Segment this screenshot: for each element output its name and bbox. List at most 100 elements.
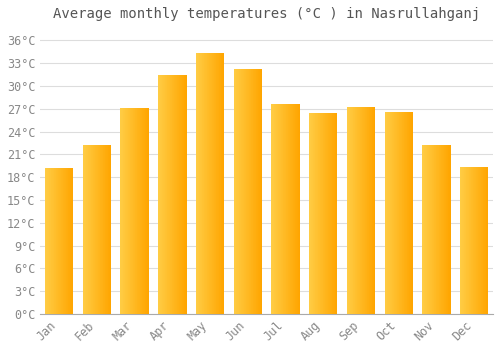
Bar [311, 113, 312, 314]
Bar [360, 107, 361, 314]
Bar [298, 104, 299, 314]
Bar [101, 145, 102, 314]
Bar [164, 75, 166, 314]
Bar [252, 69, 253, 314]
Bar [210, 53, 211, 314]
Bar [368, 107, 369, 314]
Bar [56, 168, 57, 314]
Bar [146, 108, 148, 314]
Bar [198, 53, 199, 314]
Bar [391, 112, 392, 314]
Bar [405, 112, 406, 314]
Bar [334, 113, 336, 314]
Bar [160, 75, 161, 314]
Bar [322, 113, 324, 314]
Bar [365, 107, 366, 314]
Bar [128, 108, 129, 314]
Bar [449, 145, 450, 314]
Bar [259, 69, 260, 314]
Bar [328, 113, 329, 314]
Bar [161, 75, 162, 314]
Bar [199, 53, 200, 314]
Bar [70, 168, 71, 314]
Bar [138, 108, 139, 314]
Bar [448, 145, 449, 314]
Bar [431, 145, 432, 314]
Bar [247, 69, 248, 314]
Bar [396, 112, 398, 314]
Bar [162, 75, 163, 314]
Bar [395, 112, 396, 314]
Bar [445, 145, 446, 314]
Bar [107, 145, 108, 314]
Bar [204, 53, 205, 314]
Bar [235, 69, 236, 314]
Bar [412, 112, 413, 314]
Bar [356, 107, 357, 314]
Bar [406, 112, 407, 314]
Bar [468, 167, 469, 314]
Bar [255, 69, 256, 314]
Bar [465, 167, 466, 314]
Bar [370, 107, 371, 314]
Bar [373, 107, 374, 314]
Bar [477, 167, 478, 314]
Bar [71, 168, 72, 314]
Bar [84, 145, 85, 314]
Bar [463, 167, 464, 314]
Bar [215, 53, 216, 314]
Bar [58, 168, 59, 314]
Bar [474, 167, 475, 314]
Bar [407, 112, 408, 314]
Bar [94, 145, 95, 314]
Bar [159, 75, 160, 314]
Bar [96, 145, 97, 314]
Bar [319, 113, 320, 314]
Bar [386, 112, 388, 314]
Bar [249, 69, 250, 314]
Bar [253, 69, 254, 314]
Bar [139, 108, 140, 314]
Bar [403, 112, 404, 314]
Bar [206, 53, 208, 314]
Bar [447, 145, 448, 314]
Bar [92, 145, 94, 314]
Bar [438, 145, 440, 314]
Bar [273, 104, 274, 314]
Bar [236, 69, 237, 314]
Bar [136, 108, 137, 314]
Bar [404, 112, 405, 314]
Bar [64, 168, 65, 314]
Bar [55, 168, 56, 314]
Bar [436, 145, 437, 314]
Bar [440, 145, 442, 314]
Bar [214, 53, 215, 314]
Bar [402, 112, 403, 314]
Bar [272, 104, 273, 314]
Bar [316, 113, 317, 314]
Bar [321, 113, 322, 314]
Bar [60, 168, 62, 314]
Bar [218, 53, 220, 314]
Bar [279, 104, 280, 314]
Bar [234, 69, 235, 314]
Bar [47, 168, 48, 314]
Bar [158, 75, 159, 314]
Bar [390, 112, 391, 314]
Bar [53, 168, 54, 314]
Bar [201, 53, 202, 314]
Bar [354, 107, 356, 314]
Bar [320, 113, 321, 314]
Bar [296, 104, 297, 314]
Bar [470, 167, 472, 314]
Bar [109, 145, 110, 314]
Bar [173, 75, 174, 314]
Bar [274, 104, 275, 314]
Bar [108, 145, 109, 314]
Bar [99, 145, 100, 314]
Bar [487, 167, 488, 314]
Bar [170, 75, 171, 314]
Bar [333, 113, 334, 314]
Bar [332, 113, 333, 314]
Bar [437, 145, 438, 314]
